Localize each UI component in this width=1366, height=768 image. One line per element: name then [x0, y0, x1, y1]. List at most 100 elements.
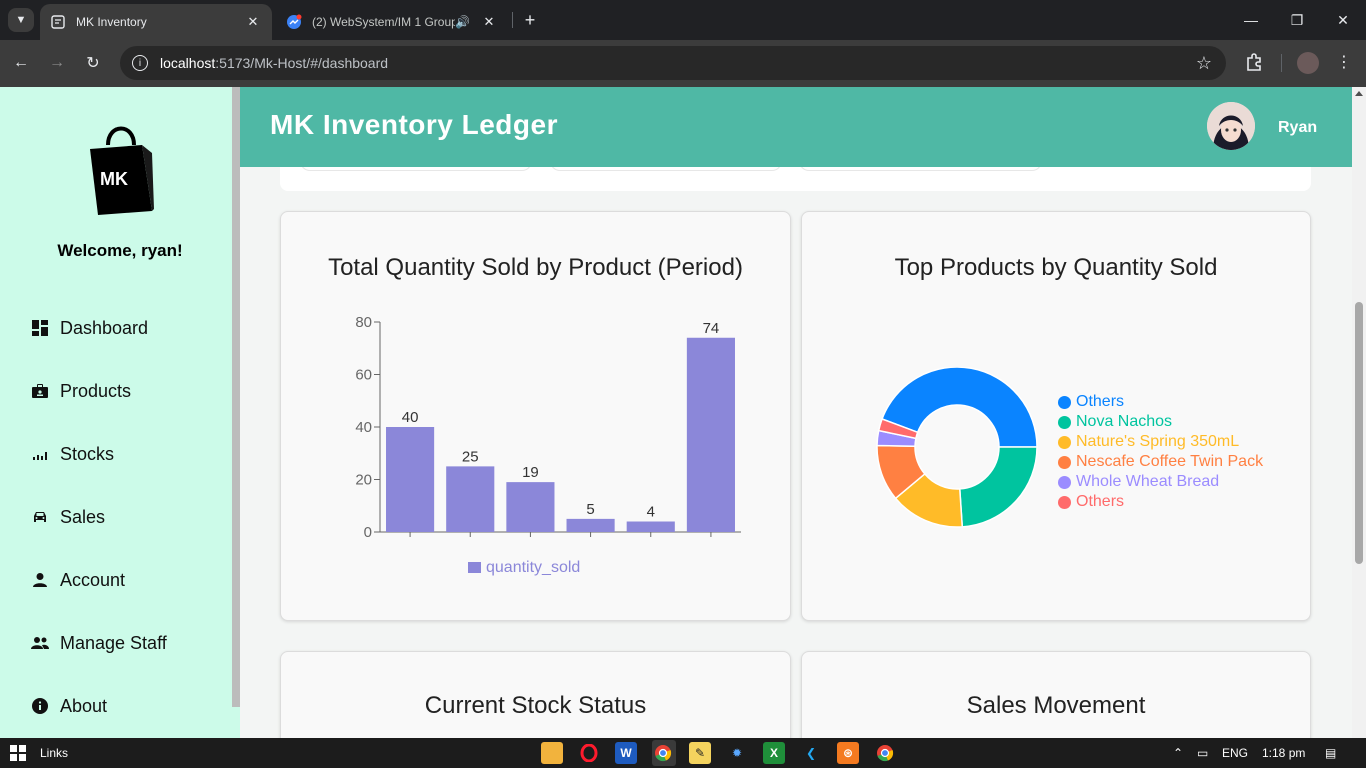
new-tab-button[interactable]: +: [524, 9, 536, 30]
sidebar-item-label: Sales: [60, 506, 106, 527]
back-arrow-icon[interactable]: ←: [13, 54, 29, 71]
page-scrollbar-thumb[interactable]: [1355, 302, 1363, 564]
sidebar-item-stocks[interactable]: Stocks: [30, 440, 114, 468]
tab-search-button[interactable]: ▼: [8, 8, 34, 32]
profile-avatar-icon[interactable]: [1297, 52, 1319, 74]
legend-swatch: [1058, 475, 1071, 489]
bar-data-label: 5: [586, 501, 594, 518]
legend-entry: Whole Wheat Bread: [1058, 472, 1263, 492]
pie-slice: [877, 418, 919, 440]
site-info-icon[interactable]: i: [132, 55, 148, 71]
opera-icon[interactable]: [578, 742, 600, 764]
sidebar-item-label: Dashboard: [60, 317, 149, 338]
chevron-down-icon: ▼: [15, 14, 27, 26]
notes-icon[interactable]: ✎: [689, 742, 711, 764]
vscode-icon[interactable]: ❮: [805, 746, 817, 760]
clock[interactable]: 1:18 pm: [1262, 746, 1306, 760]
window-close-icon[interactable]: ✕: [1337, 11, 1349, 28]
visual-studio-icon[interactable]: ✹: [731, 746, 743, 760]
stock-status-card: Current Stock Status: [280, 651, 791, 738]
sidebar-item-products[interactable]: Products: [30, 377, 131, 405]
legend-entry: Nature's Spring 350mL: [1058, 432, 1263, 452]
people-icon: [30, 633, 50, 653]
xampp-icon[interactable]: ⊛: [837, 742, 859, 764]
legend-swatch: [1058, 415, 1071, 429]
app-viewport: MK Welcome, ryan! Dashboard Products Sto…: [0, 87, 1366, 738]
sidebar-item-sales[interactable]: Sales: [30, 503, 105, 531]
forward-arrow-icon[interactable]: →: [49, 54, 65, 71]
language-indicator[interactable]: ENG: [1222, 746, 1249, 760]
legend-swatch: [1058, 495, 1071, 509]
file-explorer-icon[interactable]: [541, 742, 563, 764]
app-header: MK Inventory Ledger Ryan: [240, 87, 1352, 167]
dashboard-icon: [30, 318, 50, 338]
bar-data-label: 4: [647, 504, 655, 521]
sidebar-item-about[interactable]: About: [30, 692, 107, 720]
legend-swatch: [1058, 395, 1071, 409]
welcome-message: Welcome, ryan!: [57, 241, 183, 260]
pie-chart-title: Top Products by Quantity Sold: [894, 254, 1218, 281]
close-icon[interactable]: ✕: [247, 14, 259, 29]
bar: [626, 521, 675, 532]
app-title: MK Inventory Ledger: [270, 109, 558, 140]
windows-start-icon[interactable]: [10, 745, 26, 761]
minimize-icon[interactable]: —: [1244, 12, 1258, 28]
legend-label: quantity_sold: [486, 559, 580, 576]
excel-icon[interactable]: X: [763, 742, 785, 764]
legend-swatch: [1058, 455, 1071, 469]
tab-mk-inventory[interactable]: MK Inventory ✕: [40, 4, 272, 40]
bar-chart-icon: [30, 444, 50, 464]
legend-label: Others: [1076, 493, 1125, 510]
legend-entry: Nova Nachos: [1058, 412, 1263, 432]
y-tick-label: 20: [355, 472, 372, 489]
main-content: MK Inventory Ledger Ryan Total Quantity …: [240, 87, 1352, 738]
legend-swatch: [1058, 435, 1071, 449]
extensions-puzzle-icon[interactable]: [1244, 52, 1266, 74]
chrome-profile-icon[interactable]: [874, 742, 896, 764]
word-icon[interactable]: W: [615, 742, 637, 764]
y-tick-label: 60: [355, 367, 372, 384]
legend-label: Others: [1076, 393, 1125, 410]
sales-movement-title: Sales Movement: [966, 692, 1146, 719]
legend-label: Whole Wheat Bread: [1076, 473, 1220, 490]
y-tick-label: 40: [355, 419, 372, 436]
bar-chart-title: Total Quantity Sold by Product (Period): [328, 254, 743, 281]
bar-chart: 0 20 40 60 80 40 25 19 5 4 74 quantity_sold: [355, 314, 741, 576]
globe-favicon-icon: [50, 14, 66, 30]
sidebar-scrollbar[interactable]: [232, 87, 240, 707]
address-bar[interactable]: i localhost:5173/Mk-Host/#/dashboard ☆: [120, 46, 1226, 80]
restore-icon[interactable]: ❐: [1290, 11, 1304, 28]
bar: [686, 337, 735, 532]
chevron-up-icon[interactable]: ⌃: [1173, 746, 1184, 760]
bookmark-star-icon[interactable]: ☆: [1195, 53, 1212, 73]
legend-label: Nova Nachos: [1076, 413, 1173, 430]
legend-swatch: [468, 562, 481, 573]
sidebar-item-account[interactable]: Account: [30, 566, 125, 594]
notifications-icon[interactable]: ▤: [1325, 746, 1337, 760]
sidebar-item-label: Manage Staff: [60, 632, 167, 653]
scroll-up-arrow-icon[interactable]: [1355, 91, 1363, 96]
kebab-menu-icon[interactable]: ⋮: [1336, 54, 1352, 71]
close-icon[interactable]: ✕: [483, 14, 495, 29]
chrome-icon[interactable]: [652, 742, 674, 764]
legend-label: Nature's Spring 350mL: [1076, 433, 1240, 450]
username: Ryan: [1278, 119, 1318, 136]
sidebar-item-manage-staff[interactable]: Manage Staff: [30, 629, 167, 657]
tab-websystem[interactable]: (2) WebSystem/IM 1 Group 🔊 ✕: [276, 4, 508, 40]
sidebar-item-dashboard[interactable]: Dashboard: [30, 314, 148, 342]
battery-icon[interactable]: ▭: [1197, 746, 1209, 760]
tab-title: (2) WebSystem/IM 1 Group: [312, 15, 456, 29]
y-tick-label: 0: [364, 524, 372, 541]
bar: [566, 518, 615, 532]
legend-entry: Nescafe Coffee Twin Pack: [1058, 452, 1263, 472]
windows-taskbar: Links W ✎ ✹ X ❮ ⊛ ⌃ ▭ ENG 1:18 pm ▤: [0, 738, 1366, 768]
pie-chart-card: Top Products by Quantity Sold Others Nova…: [801, 211, 1311, 621]
tab-divider: [512, 12, 513, 28]
reload-icon[interactable]: ↻: [86, 55, 100, 72]
page-scrollbar[interactable]: [1352, 87, 1366, 738]
speaker-icon[interactable]: 🔊: [455, 15, 470, 29]
user-avatar[interactable]: [1207, 102, 1255, 150]
pie-slice: [881, 367, 1038, 448]
links-toolbar[interactable]: Links: [40, 746, 69, 760]
bar-data-label: 19: [522, 464, 539, 481]
